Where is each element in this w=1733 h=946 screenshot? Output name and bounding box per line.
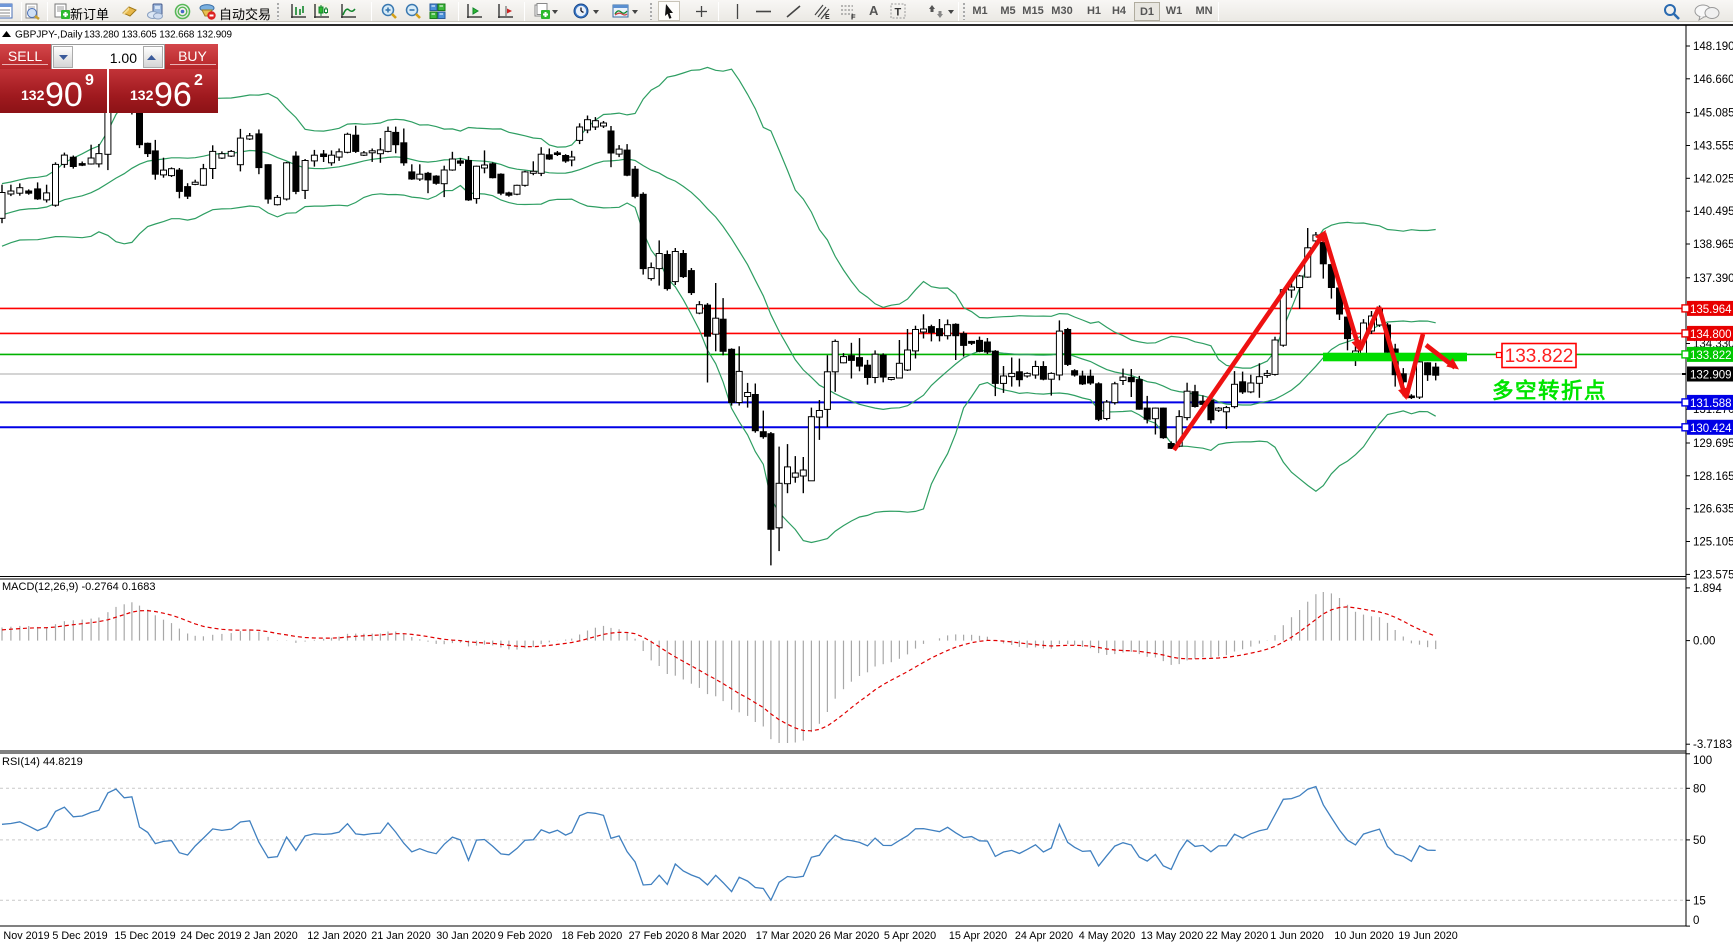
svg-text:133.822: 133.822 (1505, 346, 1574, 367)
svg-text:137.390: 137.390 (1693, 273, 1733, 285)
svg-text:143.555: 143.555 (1693, 141, 1733, 153)
svg-text:100: 100 (1693, 755, 1712, 767)
svg-text:135.964: 135.964 (1690, 304, 1732, 316)
svg-text:21 Jan 2020: 21 Jan 2020 (371, 930, 430, 942)
svg-text:50: 50 (1693, 835, 1706, 847)
svg-text:146.660: 146.660 (1693, 74, 1733, 86)
svg-text:134.800: 134.800 (1690, 329, 1732, 341)
svg-text:E: E (825, 14, 830, 20)
svg-text:多空转折点: 多空转折点 (1492, 378, 1607, 403)
svg-text:15 Apr 2020: 15 Apr 2020 (949, 930, 1007, 942)
svg-text:30 Jan 2020: 30 Jan 2020 (436, 930, 495, 942)
svg-text:138.965: 138.965 (1693, 239, 1733, 251)
svg-text:22 May 2020: 22 May 2020 (1206, 930, 1268, 942)
svg-text:RSI(14) 44.8219: RSI(14) 44.8219 (2, 756, 83, 768)
svg-text:27 Feb 2020: 27 Feb 2020 (629, 930, 690, 942)
svg-text:132.909: 132.909 (1690, 370, 1732, 382)
svg-text:24 Dec 2019: 24 Dec 2019 (180, 930, 241, 942)
svg-text:145.085: 145.085 (1693, 108, 1733, 120)
svg-text:2 Jan 2020: 2 Jan 2020 (244, 930, 297, 942)
svg-text:123.575: 123.575 (1693, 569, 1733, 581)
svg-text:26 Nov 2019: 26 Nov 2019 (0, 930, 50, 942)
svg-text:0.00: 0.00 (1693, 636, 1715, 648)
svg-text:125.105: 125.105 (1693, 537, 1733, 549)
svg-text:1.894: 1.894 (1693, 583, 1722, 595)
svg-text:130.424: 130.424 (1690, 423, 1732, 435)
svg-text:15: 15 (1693, 895, 1706, 907)
svg-text:GBPJPY-,Daily: GBPJPY-,Daily (15, 30, 83, 41)
svg-text:0: 0 (1693, 915, 1699, 927)
svg-text:MACD(12,26,9) -0.2764 0.1683: MACD(12,26,9) -0.2764 0.1683 (2, 581, 155, 593)
svg-text:133.822: 133.822 (1690, 350, 1732, 362)
svg-text:26 Mar 2020: 26 Mar 2020 (819, 930, 880, 942)
svg-text:F: F (851, 13, 856, 21)
svg-text:80: 80 (1693, 783, 1706, 795)
svg-text:128.165: 128.165 (1693, 471, 1733, 483)
svg-text:18 Feb 2020: 18 Feb 2020 (562, 930, 623, 942)
svg-text:5 Dec 2019: 5 Dec 2019 (52, 930, 107, 942)
svg-text:1 Jun 2020: 1 Jun 2020 (1270, 930, 1323, 942)
svg-text:129.695: 129.695 (1693, 438, 1733, 450)
svg-text:148.190: 148.190 (1693, 41, 1733, 53)
svg-text:-3.7183: -3.7183 (1693, 739, 1732, 751)
svg-text:17 Mar 2020: 17 Mar 2020 (756, 930, 817, 942)
svg-text:140.495: 140.495 (1693, 206, 1733, 218)
svg-text:4 May 2020: 4 May 2020 (1079, 930, 1135, 942)
svg-text:T: T (895, 7, 902, 19)
svg-text:12 Jan 2020: 12 Jan 2020 (307, 930, 366, 942)
svg-text:142.025: 142.025 (1693, 173, 1733, 185)
svg-text:5 Apr 2020: 5 Apr 2020 (884, 930, 936, 942)
svg-text:24 Apr 2020: 24 Apr 2020 (1015, 930, 1073, 942)
svg-text:19 Jun 2020: 19 Jun 2020 (1398, 930, 1457, 942)
svg-text:10 Jun 2020: 10 Jun 2020 (1334, 930, 1393, 942)
svg-text:131.588: 131.588 (1690, 398, 1732, 410)
svg-text:13 May 2020: 13 May 2020 (1141, 930, 1203, 942)
svg-text:8 Mar 2020: 8 Mar 2020 (692, 930, 747, 942)
svg-text:9 Feb 2020: 9 Feb 2020 (498, 930, 553, 942)
svg-text:133.280 133.605 132.668 132.90: 133.280 133.605 132.668 132.909 (84, 30, 233, 41)
svg-text:15 Dec 2019: 15 Dec 2019 (114, 930, 175, 942)
svg-text:126.635: 126.635 (1693, 504, 1733, 516)
